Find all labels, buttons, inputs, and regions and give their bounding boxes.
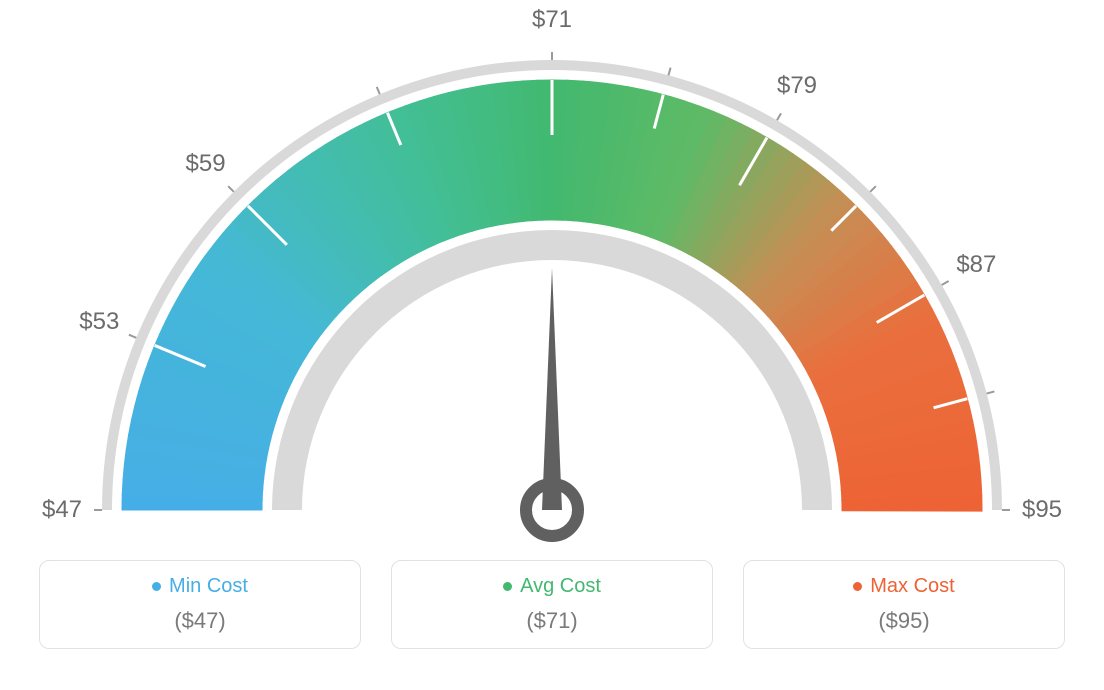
legend-title-avg: Avg Cost — [503, 575, 601, 598]
legend-label: Avg Cost — [520, 575, 601, 598]
gauge-chart: $47 $53 $59 $71 $79 $87 $95 — [0, 0, 1104, 560]
legend-label: Min Cost — [169, 575, 248, 598]
gauge-tick-label: $59 — [185, 150, 225, 178]
dot-icon — [152, 582, 161, 591]
dot-icon — [503, 582, 512, 591]
gauge-tick-label: $47 — [42, 496, 82, 524]
legend-value: ($47) — [40, 608, 360, 634]
dot-icon — [853, 582, 862, 591]
legend-label: Max Cost — [870, 575, 954, 598]
legend-card-max: Max Cost ($95) — [743, 560, 1065, 649]
gauge-tick-label: $71 — [532, 6, 572, 34]
legend-card-avg: Avg Cost ($71) — [391, 560, 713, 649]
legend-title-min: Min Cost — [152, 575, 248, 598]
gauge-tick-label: $53 — [79, 308, 119, 336]
legend-title-max: Max Cost — [853, 575, 954, 598]
legend-card-min: Min Cost ($47) — [39, 560, 361, 649]
gauge-tick-label: $79 — [777, 72, 817, 100]
legend-row: Min Cost ($47) Avg Cost ($71) Max Cost (… — [0, 560, 1104, 665]
legend-value: ($95) — [744, 608, 1064, 634]
gauge-tick-label: $87 — [956, 251, 996, 279]
legend-value: ($71) — [392, 608, 712, 634]
gauge-tick-label: $95 — [1022, 496, 1062, 524]
gauge-svg — [0, 0, 1104, 560]
